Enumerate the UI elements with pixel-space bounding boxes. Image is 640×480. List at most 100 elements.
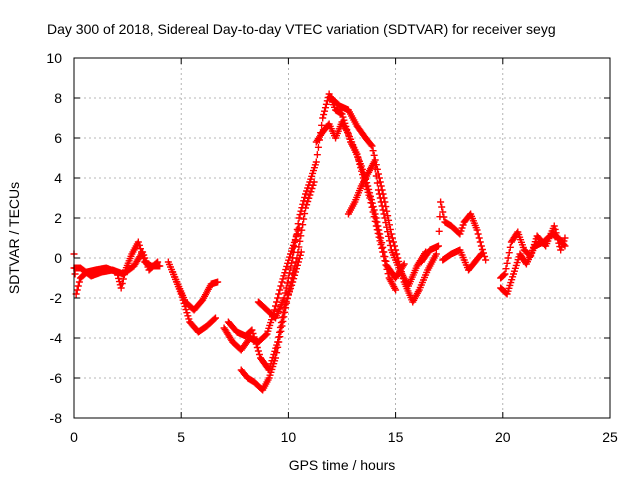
y-tick-label: -6 [50,370,63,386]
data-series-track-e [220,224,303,354]
data-point [183,309,191,317]
data-point [435,227,443,235]
data-point [552,229,560,237]
data-point [506,243,514,251]
data-point [385,237,393,245]
data-point [252,340,260,348]
data-point [184,312,192,320]
data-point [153,259,161,267]
data-point [313,151,321,159]
data-point [319,114,327,122]
data-point [299,200,307,208]
y-tick-label: 8 [54,90,62,106]
data-point [383,223,391,231]
x-axis-label: GPS time / hours [289,457,396,473]
data-point [561,234,569,242]
chart-title: Day 300 of 2018, Sidereal Day-to-day VTE… [47,21,556,37]
data-point [278,278,286,286]
data-point [270,306,278,314]
data-point [291,243,299,251]
data-point [306,191,314,199]
data-point [253,344,261,351]
y-tick-label: 2 [54,210,62,226]
y-tick-label: -2 [50,290,63,306]
data-point [294,220,302,228]
data-series-track-d [169,268,220,336]
data-point [392,286,400,294]
data-point [154,258,162,266]
plot-frame [73,57,611,419]
data-point [212,314,220,322]
data-point [285,269,293,277]
data-point [284,290,292,298]
data-point [286,253,294,261]
data-point [503,259,511,267]
data-point [376,230,384,238]
data-point [71,270,79,278]
data-point [75,278,83,286]
data-point [500,271,508,279]
data-point [374,186,382,194]
data-point [134,238,142,246]
data-point [553,232,561,240]
data-point [249,330,257,337]
data-point [185,315,193,323]
data-point [288,259,296,267]
data-point [283,279,291,287]
axis-ticks: -8 -6 -4 -2 0 2 4 6 8 10 0 5 10 15 20 25 [46,50,618,445]
data-point [307,188,315,196]
data-point [338,110,346,118]
data-point [366,192,374,200]
data-point [367,141,375,149]
data-point [248,326,256,334]
data-point [369,203,377,211]
data-point [287,264,295,272]
data-point [282,284,290,292]
data-point [434,242,442,250]
x-tick-label: 25 [602,429,618,445]
data-point [74,282,82,290]
data-point [282,266,290,274]
data-point [298,204,306,212]
y-tick-label: 6 [54,130,62,146]
data-point [279,275,287,283]
y-tick-label: -4 [50,330,63,346]
data-point [280,313,288,321]
data-point [273,349,281,357]
data-point [280,272,288,280]
data-point [287,278,295,286]
data-point [476,238,484,246]
data-point [277,327,285,335]
x-tick-label: 20 [495,429,511,445]
data-series-track-m [439,246,485,274]
data-point [250,333,258,341]
data-point [380,248,388,256]
x-tick-label: 15 [388,429,404,445]
data-point [305,194,313,202]
data-point [318,121,326,129]
data-point [251,337,259,344]
y-tick-label: 10 [46,50,62,66]
data-point [296,211,304,219]
data-point [474,230,482,238]
data-point [370,151,378,159]
data-series-track-b [70,248,162,280]
data-point [370,206,378,214]
data-point [277,282,285,290]
data-series [70,90,569,394]
data-point [255,351,263,358]
data-point [262,331,270,339]
data-point [377,182,385,190]
y-tick-label: 0 [54,250,62,266]
data-point [439,208,447,216]
data-point [505,249,513,257]
x-tick-label: 0 [70,429,78,445]
data-point [298,226,306,234]
data-point [389,238,397,246]
y-axis-label: SDTVAR / TECUs [6,182,22,294]
data-point [357,162,365,170]
data-point [312,158,320,166]
data-point [478,246,486,253]
data-point [283,262,291,270]
data-point [73,286,81,294]
